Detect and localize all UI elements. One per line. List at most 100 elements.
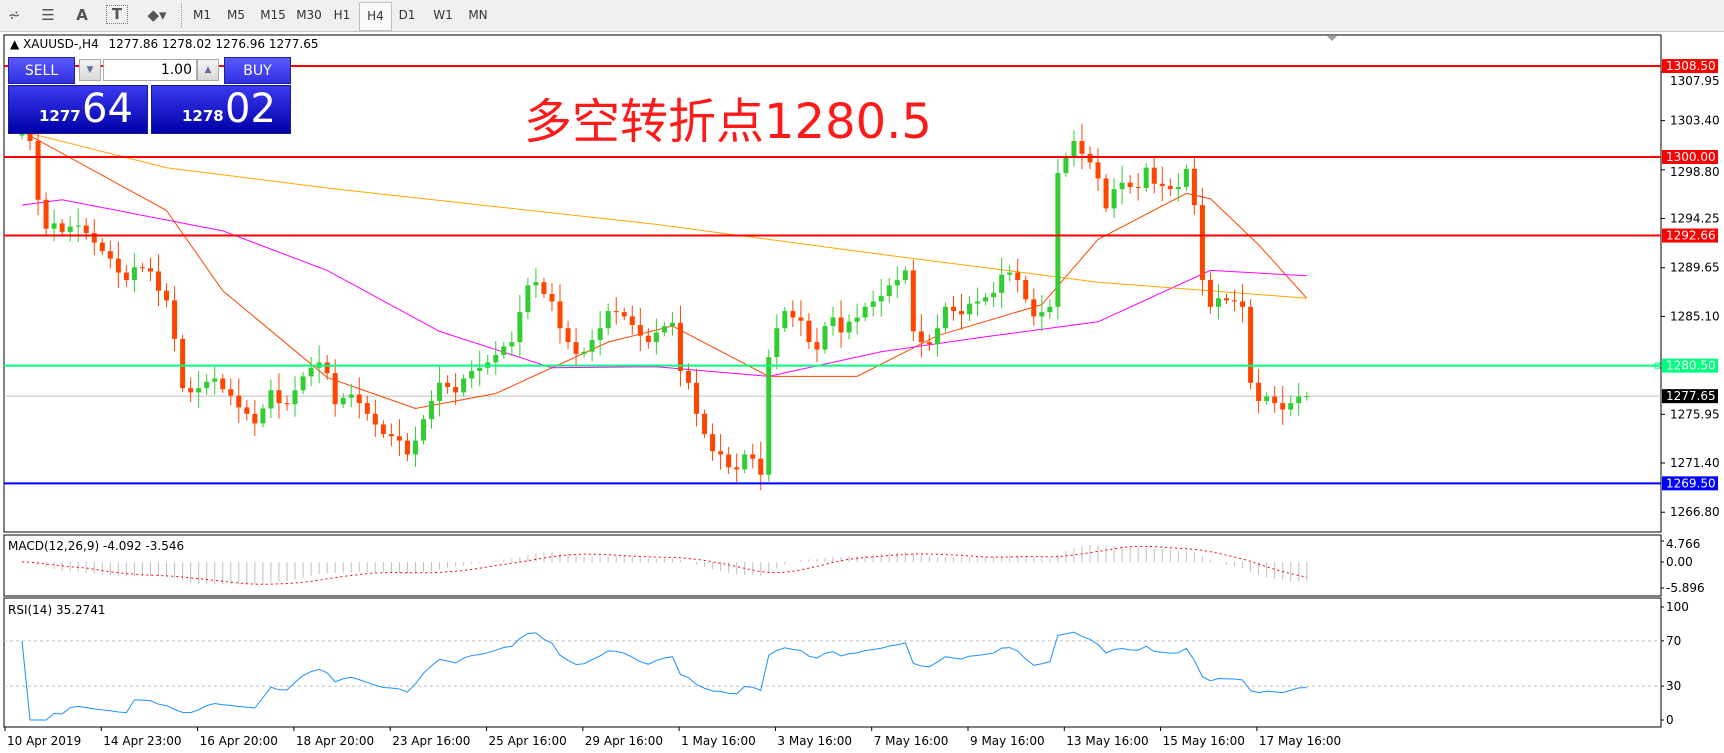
candle: [252, 399, 258, 436]
timeframe-h1-button[interactable]: H1: [333, 8, 351, 22]
arrows-icon[interactable]: ◆▾: [147, 6, 167, 24]
candle-body: [742, 454, 748, 470]
candle: [284, 395, 290, 411]
candle-body: [726, 454, 732, 468]
candle: [645, 328, 651, 349]
candle: [292, 376, 298, 417]
buy-button[interactable]: BUY: [224, 57, 291, 84]
candle: [1031, 288, 1037, 327]
candle-body: [918, 331, 924, 343]
candle: [276, 373, 282, 419]
sell-button[interactable]: SELL: [8, 57, 75, 84]
text-box-icon[interactable]: T: [106, 5, 128, 24]
candle: [461, 374, 467, 397]
candle-body: [67, 226, 73, 232]
candle-body: [1207, 280, 1213, 307]
candle-body: [1087, 153, 1093, 163]
candle-body: [878, 296, 884, 302]
candle: [790, 300, 796, 328]
sell-price-pips: 64: [82, 86, 133, 132]
buy-price-box[interactable]: 1278 02: [151, 85, 291, 134]
timeframe-h4-button[interactable]: H4: [359, 2, 392, 31]
candle-body: [59, 223, 65, 232]
candle: [1111, 178, 1117, 218]
candle: [1296, 382, 1302, 416]
candle-body: [774, 328, 780, 358]
candle: [581, 347, 587, 358]
candle-body: [645, 335, 651, 343]
candle-body: [220, 378, 226, 390]
collapse-triangle-icon[interactable]: ▲: [10, 37, 20, 51]
buy-price-pips: 02: [225, 86, 276, 132]
candle-body: [782, 311, 788, 329]
candle-body: [364, 403, 370, 414]
chart-annotation-text[interactable]: 多空转折点1280.5: [524, 94, 932, 150]
time-label: 9 May 16:00: [970, 734, 1045, 748]
candle-body: [862, 306, 868, 318]
candle-body: [292, 390, 298, 405]
candle-body: [975, 301, 981, 304]
buy-price-prefix: 1278: [182, 107, 224, 125]
candle: [1264, 392, 1270, 405]
candle: [1167, 178, 1173, 196]
candle-body: [1232, 300, 1238, 302]
candle: [637, 307, 643, 352]
price-tick-label: 1285.10: [1670, 309, 1720, 323]
candle: [918, 314, 924, 358]
candle: [1280, 385, 1286, 425]
candle-body: [164, 290, 170, 301]
candle: [862, 302, 868, 322]
fibonacci-fan-icon[interactable]: ☰: [41, 6, 55, 24]
candle: [517, 295, 523, 358]
candle: [1071, 130, 1077, 167]
price-tag-bg: [1662, 150, 1718, 164]
candle: [180, 334, 186, 392]
candle-body: [1256, 382, 1262, 401]
timeframe-m5-button[interactable]: M5: [227, 8, 245, 22]
candle-body: [1111, 189, 1117, 209]
lot-decrease-button[interactable]: ▼: [79, 59, 101, 81]
time-label: 29 Apr 16:00: [585, 734, 663, 748]
candle: [348, 383, 354, 408]
candle: [412, 426, 418, 467]
candle: [164, 283, 170, 308]
candle: [838, 300, 844, 348]
candle: [147, 257, 153, 282]
timeframe-m1-button[interactable]: M1: [193, 8, 211, 22]
candle: [854, 303, 860, 335]
candle-body: [902, 270, 908, 281]
symbol-label: XAUUSD-,H4: [23, 37, 99, 51]
candle-body: [1039, 312, 1045, 317]
chart-shift-marker-icon: [1327, 36, 1337, 41]
timeframe-mn-button[interactable]: MN: [468, 8, 488, 22]
timeframe-w1-button[interactable]: W1: [433, 8, 453, 22]
macd-axis-label: 0.00: [1666, 555, 1693, 569]
candle: [734, 453, 740, 482]
macd-signal-line: [21, 545, 1307, 585]
timeframe-m15-button[interactable]: M15: [260, 8, 286, 22]
lot-size-input[interactable]: 1.00: [103, 59, 197, 81]
lot-increase-button[interactable]: ▲: [197, 59, 219, 81]
candle-body: [533, 282, 539, 286]
candle: [1191, 158, 1197, 215]
price-tag-bg: [1662, 228, 1718, 243]
candle-body: [1199, 205, 1205, 281]
candle: [204, 374, 210, 395]
price-tag-bg: [1662, 59, 1718, 74]
timeframe-m30-button[interactable]: M30: [296, 8, 322, 22]
sell-price-box[interactable]: 1277 64: [8, 85, 148, 134]
timeframe-d1-button[interactable]: D1: [398, 8, 416, 22]
candle: [421, 414, 426, 445]
candle: [388, 423, 394, 446]
candle-body: [453, 387, 459, 393]
candle-body: [999, 274, 1005, 293]
candle-body: [99, 242, 105, 252]
candle: [726, 446, 732, 475]
candle-body: [1280, 403, 1286, 410]
elliott-wave-icon[interactable]: ⩫: [7, 6, 21, 24]
candle-body: [1007, 272, 1013, 275]
candle: [1175, 173, 1181, 202]
candle: [661, 321, 667, 337]
candle: [1047, 299, 1053, 319]
text-label-icon[interactable]: A: [76, 6, 88, 24]
